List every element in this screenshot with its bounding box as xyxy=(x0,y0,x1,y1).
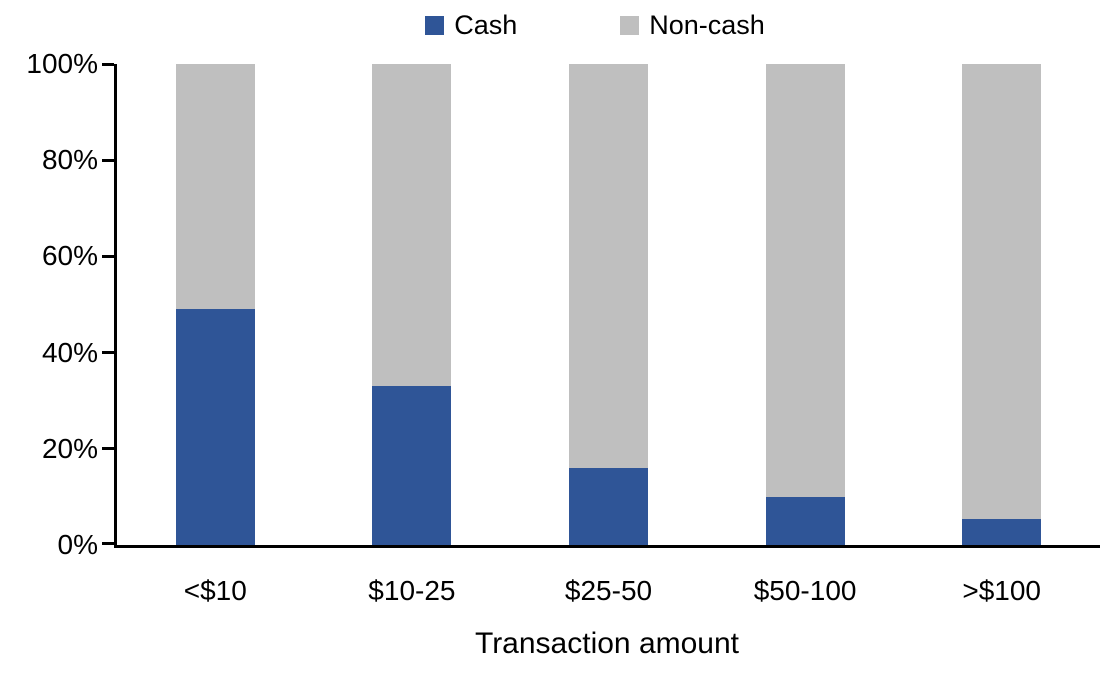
y-axis-label: 20% xyxy=(41,432,98,464)
bar-stack xyxy=(962,64,1042,545)
bar-segment-non-cash xyxy=(765,64,845,497)
legend-label: Cash xyxy=(454,10,518,40)
bar-stack xyxy=(765,64,845,545)
bar-segment-cash xyxy=(569,468,648,545)
y-axis-tick xyxy=(102,351,114,355)
legend-swatch-cash xyxy=(425,16,445,35)
legend-item-non-cash: Non-cash xyxy=(620,12,765,39)
y-axis-tick xyxy=(102,542,114,545)
y-axis-tick xyxy=(102,447,114,451)
bar-segment-non-cash xyxy=(175,64,255,310)
bar-segment-non-cash xyxy=(569,64,648,469)
bar-stack xyxy=(569,64,648,545)
x-axis-label: >$100 xyxy=(962,575,1042,606)
bar-segment-cash xyxy=(962,518,1042,545)
y-axis-label: 100% xyxy=(26,48,98,79)
y-axis-label: 0% xyxy=(57,529,98,560)
bar-segment-cash xyxy=(372,386,452,545)
bar-segment-cash xyxy=(765,496,845,545)
legend-item-cash: Cash xyxy=(425,12,517,39)
x-axis-label: $50-100 xyxy=(753,575,857,606)
y-axis-label: 60% xyxy=(41,240,98,272)
plot-area xyxy=(102,62,1100,548)
x-axis-label: $10-25 xyxy=(368,575,456,606)
y-axis-tick xyxy=(102,62,114,66)
y-axis-tick xyxy=(102,254,114,258)
bar-segment-non-cash xyxy=(372,64,452,387)
x-axis-title: Transaction amount xyxy=(474,627,740,660)
y-axis-label: 40% xyxy=(41,336,98,368)
y-axis-tick xyxy=(102,158,114,162)
bar-segment-cash xyxy=(175,309,255,545)
legend-label: Non-cash xyxy=(649,10,765,40)
x-axis-label: <$10 xyxy=(183,575,247,606)
y-axis-label: 80% xyxy=(41,144,98,176)
x-axis-label: $25-50 xyxy=(564,575,653,606)
bar-segment-non-cash xyxy=(962,64,1042,519)
bar-stack xyxy=(175,64,255,545)
chart-legend: Cash Non-cash xyxy=(0,12,1102,39)
legend-swatch-non-cash xyxy=(620,16,640,35)
bar-stack xyxy=(372,64,452,545)
